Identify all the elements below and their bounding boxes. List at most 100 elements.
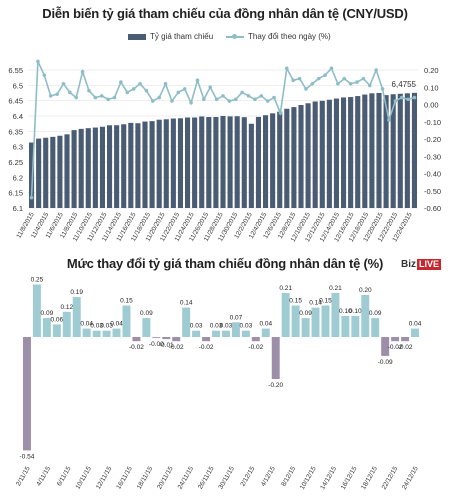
- rate-bar: [199, 116, 205, 208]
- daily-change-point: [182, 87, 187, 91]
- rate-bar: [92, 127, 98, 208]
- x-tick-label: 4/11/15: [35, 465, 52, 487]
- bar-value-label: 0.03: [220, 323, 233, 330]
- change-bar: [301, 318, 310, 337]
- daily-change-point: [310, 82, 315, 86]
- y-right-tick-label: -0.50: [424, 187, 441, 196]
- daily-change-point: [163, 82, 168, 86]
- bar-value-label: 0.04: [259, 321, 272, 328]
- daily-change-point: [233, 97, 238, 102]
- rate-bar: [319, 100, 325, 208]
- daily-change-point: [170, 99, 174, 103]
- change-bar: [281, 292, 290, 337]
- x-tick-label: 2/12/15: [239, 465, 256, 488]
- daily-change-point: [406, 97, 410, 102]
- rate-bar: [376, 93, 382, 208]
- rate-bar: [135, 123, 141, 208]
- daily-change-point: [55, 92, 59, 96]
- bar-value-label: 0.09: [369, 310, 382, 317]
- daily-change-point: [323, 73, 327, 77]
- brand-part2: LIVE: [417, 259, 442, 270]
- rate-bar: [333, 98, 340, 208]
- rate-bar: [270, 113, 276, 208]
- rate-bar: [78, 128, 84, 208]
- rate-bar: [128, 122, 134, 208]
- rate-bar: [277, 111, 283, 208]
- y-right-tick-label: 0.00: [424, 101, 439, 110]
- rate-bar: [241, 117, 247, 208]
- change-bar: [371, 318, 380, 337]
- bar-value-label: -0.20: [268, 382, 283, 389]
- rate-bar: [71, 130, 77, 208]
- change-bar: [341, 316, 350, 337]
- bar-value-label: 0.10: [349, 308, 362, 315]
- legend-item-change: Thay đổi theo ngày (%): [226, 32, 331, 41]
- change-bar: [261, 328, 270, 337]
- change-bar: [401, 337, 410, 342]
- change-bar: [351, 316, 360, 337]
- rate-bar: [57, 135, 63, 208]
- daily-change-point: [29, 195, 34, 200]
- change-bar: [142, 318, 151, 337]
- bar-value-label: 0.21: [329, 285, 342, 292]
- bar-value-label: -0.02: [169, 344, 184, 351]
- change-bar: [192, 330, 201, 337]
- daily-change-point: [355, 80, 359, 84]
- daily-change-point: [138, 82, 142, 86]
- bar-value-label: 0.03: [210, 323, 223, 330]
- rate-bar: [43, 137, 49, 208]
- rate-bar: [262, 115, 269, 208]
- daily-change-point: [99, 94, 104, 98]
- rate-bar: [149, 121, 155, 208]
- bar-value-label: 0.15: [120, 298, 133, 305]
- daily-change-point: [329, 66, 334, 71]
- daily-change-point: [74, 95, 79, 100]
- rate-bar: [291, 107, 297, 208]
- chart1-title: Diễn biến tỷ giá tham chiếu của đồng nhâ…: [42, 6, 408, 21]
- bar-value-label: 0.09: [299, 310, 312, 317]
- daily-change-point: [80, 69, 85, 74]
- rate-bar: [220, 116, 226, 208]
- daily-change-point: [106, 97, 110, 102]
- rate-bar: [362, 94, 368, 208]
- legend-item-rate: Tỷ giá tham chiếu: [128, 32, 213, 41]
- change-bar: [152, 337, 161, 338]
- y-right-tick-label: -0.30: [424, 152, 441, 161]
- bar-value-label: -0.02: [398, 344, 413, 351]
- rate-bar: [227, 116, 233, 208]
- rate-bar: [383, 95, 389, 208]
- y-left-tick-label: 6.1: [13, 204, 23, 213]
- change-bar: [62, 311, 71, 337]
- daily-change-point: [125, 90, 130, 95]
- daily-change-point: [93, 95, 98, 100]
- rate-bar: [234, 116, 240, 208]
- y-left-tick-label: 6.15: [8, 189, 23, 198]
- daily-change-point: [48, 94, 53, 98]
- change-bar: [321, 305, 330, 337]
- daily-change-point: [380, 87, 385, 91]
- daily-change-point: [399, 95, 404, 100]
- change-bar: [132, 337, 141, 342]
- y-right-tick-label: -0.10: [424, 118, 441, 127]
- change-bar: [231, 322, 240, 337]
- bar-value-label: 0.09: [140, 310, 153, 317]
- daily-change-point: [316, 76, 321, 81]
- daily-change-point: [387, 118, 391, 122]
- daily-change-point: [304, 87, 308, 91]
- daily-change-point: [119, 80, 123, 84]
- x-tick-label: 4/12/15: [260, 465, 277, 488]
- bar-value-label: 0.09: [41, 310, 54, 317]
- bar-value-label: -0.00: [149, 341, 164, 348]
- daily-change-point: [87, 88, 91, 93]
- bar-value-label: 0.14: [309, 300, 322, 307]
- bar-value-label: 0.14: [180, 300, 193, 307]
- bar-value-label: 0.03: [240, 323, 253, 330]
- x-tick-label: 26/11/15: [197, 465, 216, 490]
- bar-value-label: 0.04: [80, 321, 93, 328]
- rate-bar: [206, 117, 212, 208]
- daily-change-point: [144, 88, 149, 93]
- rate-bar: [156, 119, 162, 208]
- rate-bar: [390, 94, 396, 208]
- daily-change-point: [42, 73, 47, 77]
